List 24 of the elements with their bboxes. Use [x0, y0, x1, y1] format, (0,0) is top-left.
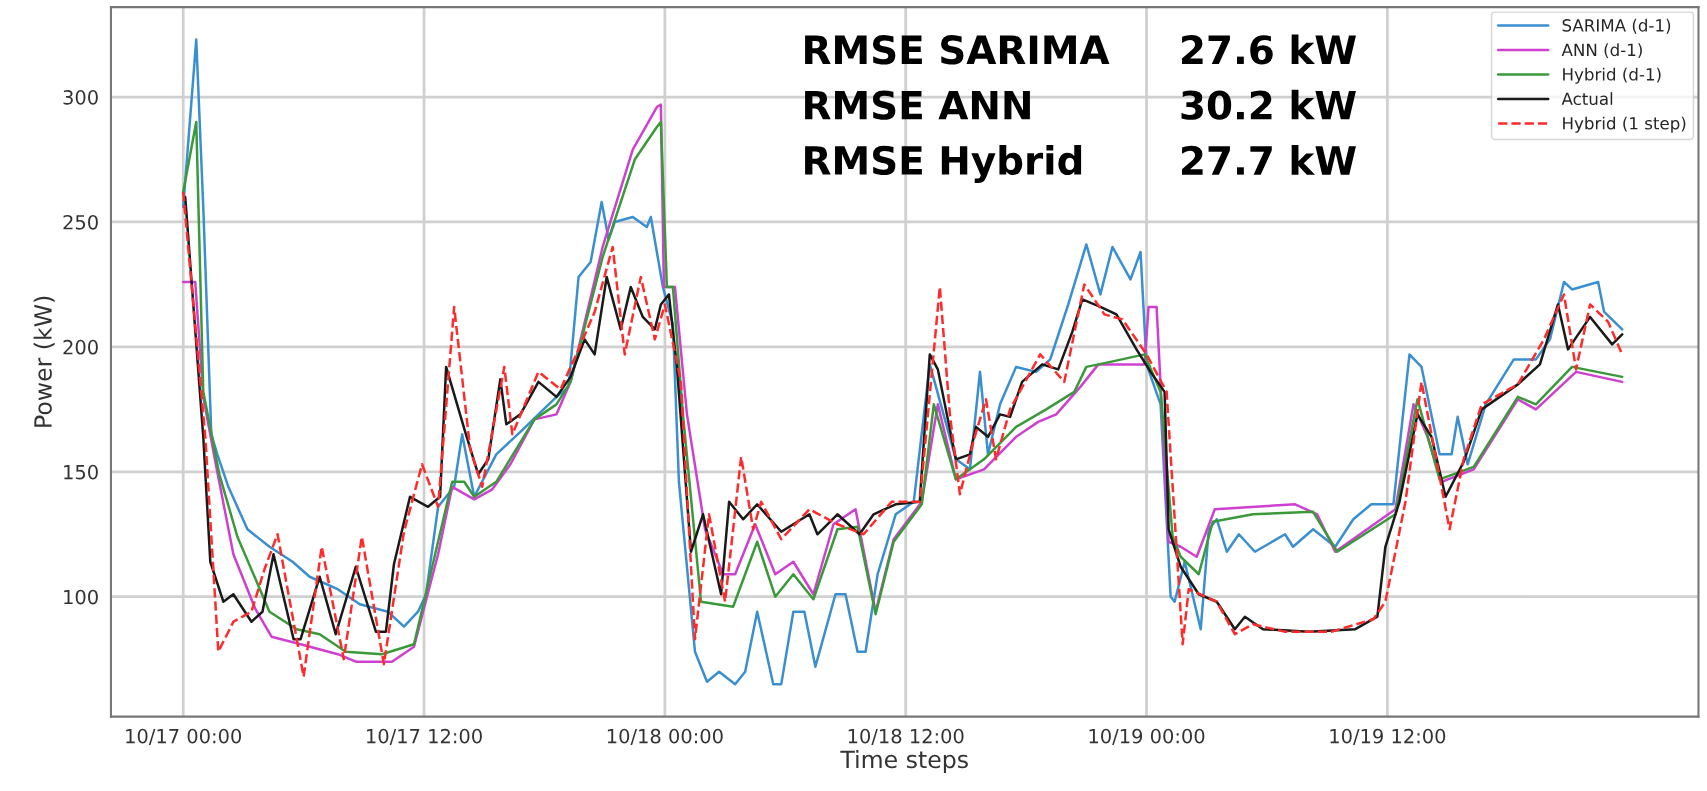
- x-axis-title: Time steps: [840, 750, 968, 773]
- x-tick-label: 10/18 12:00: [848, 728, 964, 746]
- legend-label: Hybrid (1 step): [1563, 116, 1686, 133]
- legend-label: Hybrid (d-1): [1563, 67, 1661, 84]
- x-tick-label: 10/19 00:00: [1089, 728, 1205, 746]
- y-tick-label: 100: [64, 589, 98, 605]
- annotation: RMSE Hybrid: [805, 144, 1082, 183]
- annotation: 27.6 kW: [1181, 34, 1356, 65]
- legend-label: Actual: [1561, 92, 1613, 106]
- y-tick-label: 150: [64, 464, 98, 480]
- legend-label: ANN (d-1): [1561, 43, 1642, 59]
- x-tick-label: 10/17 00:00: [126, 728, 242, 746]
- x-tick-label: 10/17 12:00: [367, 728, 482, 746]
- annotation: RMSE SARIMA: [805, 35, 1110, 65]
- legend-label: SARIMA (d-1): [1562, 18, 1671, 34]
- y-tick-label: 200: [63, 339, 98, 355]
- y-axis-title: Power (kW): [33, 296, 55, 427]
- x-tick-label: 10/18 00:00: [607, 728, 723, 746]
- annotation: 27.7 kW: [1181, 145, 1356, 175]
- annotation: RMSE ANN: [805, 90, 1030, 120]
- x-tick-label: 10/19 12:00: [1330, 728, 1446, 746]
- y-tick-label: 300: [63, 90, 98, 105]
- y-tick-label: 250: [63, 214, 98, 230]
- annotation: 30.2 kW: [1181, 89, 1356, 120]
